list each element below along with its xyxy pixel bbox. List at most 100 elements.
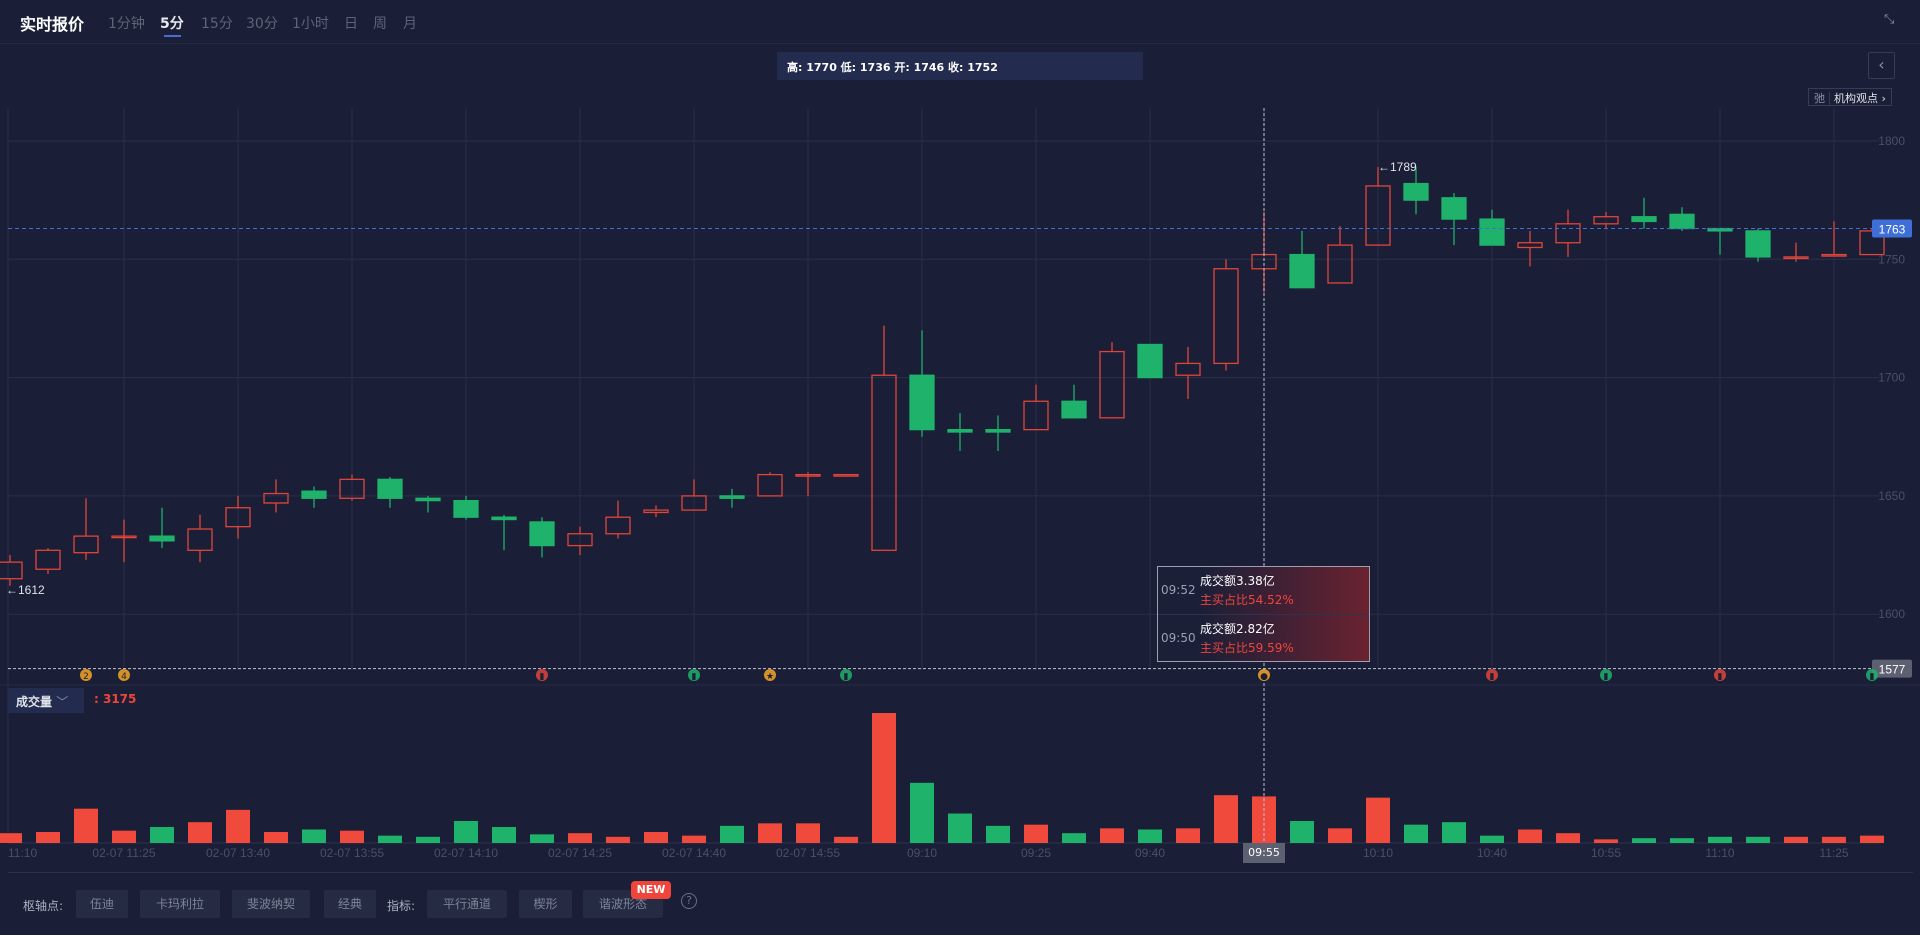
- candle-body: [871, 374, 897, 551]
- candle-body: [377, 478, 403, 499]
- tab-30min[interactable]: 30分: [246, 16, 278, 32]
- x-tick-label: 10:40: [1477, 846, 1507, 860]
- tooltip-row: 09:52 成交额3.38亿 主买占比54.52%: [1158, 567, 1369, 613]
- candle-body: [225, 507, 251, 528]
- green-bars-icon-glyph: ▮: [1870, 672, 1875, 682]
- y-tick-label: 1750: [1878, 252, 1905, 266]
- green-bars-icon-glyph: ▮: [844, 672, 849, 682]
- y-tick-label: 1650: [1878, 489, 1905, 503]
- active-tab-indicator: [164, 35, 181, 37]
- volume-bar: [1632, 838, 1656, 843]
- green-bars-icon: [840, 669, 852, 681]
- volume-bar: [986, 825, 1010, 843]
- x-tick-label: 02-07 14:10: [434, 846, 498, 860]
- volume-bar: [1556, 833, 1580, 843]
- volume-bar: [492, 827, 516, 843]
- volume-bar: [568, 833, 592, 843]
- volume-bar: [340, 830, 364, 843]
- views-label: 机构观点: [1834, 92, 1878, 105]
- pivot-camarilla-button[interactable]: 卡玛利拉: [140, 890, 220, 918]
- candle-body: [1365, 185, 1391, 246]
- x-tick-label: 09:40: [1135, 846, 1165, 860]
- volume-label: 成交量: [16, 695, 53, 709]
- y-tick-label: 1800: [1878, 134, 1905, 148]
- pivot-fibonacci-button[interactable]: 斐波纳契: [232, 890, 310, 918]
- pivot-label: 枢轴点:: [23, 899, 64, 913]
- crosshair-price-label: 1577: [1879, 663, 1906, 677]
- x-tick-label: 09:25: [1021, 846, 1051, 860]
- trade-tooltip: 09:52 成交额3.38亿 主买占比54.52% 09:50 成交额2.82亿…: [1157, 566, 1370, 662]
- tooltip-ratio: 主买占比59.59%: [1200, 641, 1294, 655]
- tab-week[interactable]: 周: [373, 16, 387, 32]
- red-bars-icon-glyph: ▮: [1718, 672, 1723, 682]
- red-bars-icon: [1714, 669, 1726, 681]
- red-bars-icon: [1486, 669, 1498, 681]
- volume-bar: [112, 830, 136, 843]
- x-tick-label: 11:25: [1819, 846, 1848, 860]
- candle-body: [1137, 343, 1163, 379]
- volume-indicator-select[interactable]: 成交量 ﹀: [8, 688, 84, 713]
- candle-body: [301, 490, 327, 499]
- tab-1min[interactable]: 1分钟: [108, 16, 145, 32]
- tooltip-ratio: 主买占比54.52%: [1200, 593, 1294, 607]
- volume-bar: [1176, 828, 1200, 843]
- candle-body: [415, 497, 441, 502]
- candle-body: [909, 374, 935, 431]
- candle-body: [1555, 223, 1581, 244]
- tab-day[interactable]: 日: [344, 16, 358, 32]
- candle-body: [757, 473, 783, 497]
- candle-body: [453, 499, 479, 518]
- candle-body: [1023, 400, 1049, 431]
- pivot-woodie-button[interactable]: 伍迪: [76, 890, 128, 918]
- candle-body: [1441, 197, 1467, 220]
- chevron-right-icon: ›: [1881, 92, 1886, 105]
- volume-bar: [1062, 833, 1086, 843]
- volume-bar: [378, 835, 402, 843]
- candle-body: [111, 535, 137, 539]
- pivot-classic-button[interactable]: 经典: [324, 890, 376, 918]
- x-tick-label: 11:10: [8, 846, 37, 860]
- chevron-left-icon[interactable]: ‹: [1868, 52, 1895, 79]
- tab-month[interactable]: 月: [403, 16, 417, 32]
- volume-bar: [1708, 836, 1732, 843]
- parallel-channel-button[interactable]: 平行通道: [427, 890, 507, 918]
- volume-bar: [0, 833, 22, 843]
- candle-body: [187, 528, 213, 551]
- candle-body: [73, 535, 99, 554]
- volume-bar: [1366, 797, 1390, 843]
- coin-2-icon-glyph: 2: [83, 672, 89, 682]
- chevron-down-icon: ﹀: [56, 695, 69, 709]
- page-title: 实时报价: [20, 15, 85, 34]
- new-badge: NEW: [631, 881, 671, 899]
- volume-bar: [416, 836, 440, 843]
- volume-bar: [1480, 835, 1504, 843]
- volume-bar: [530, 834, 554, 843]
- candle-body: [1517, 242, 1543, 249]
- help-icon[interactable]: ?: [681, 893, 697, 909]
- collapse-arrows-icon[interactable]: ⤡: [1884, 12, 1895, 27]
- candle-body: [529, 521, 555, 547]
- candle-body: [833, 473, 859, 477]
- x-tick-label: 02-07 14:40: [662, 846, 726, 860]
- x-tick-label: 10:10: [1363, 846, 1393, 860]
- x-tick-label: 02-07 13:55: [320, 846, 384, 860]
- green-bars-icon: [1600, 669, 1612, 681]
- volume-bar: [1746, 836, 1770, 843]
- ohlc-info: 高: 1770 低: 1736 开: 1746 收: 1752: [777, 52, 1143, 80]
- volume-bar: [1214, 795, 1238, 843]
- volume-bar: [1518, 829, 1542, 843]
- candle-body: [1745, 230, 1771, 258]
- tab-1hour[interactable]: 1小时: [292, 16, 329, 32]
- candle-body: [1403, 182, 1429, 201]
- coin-4-icon: [118, 669, 130, 681]
- tab-15min[interactable]: 15分: [201, 16, 233, 32]
- wedge-button[interactable]: 楔形: [519, 890, 572, 918]
- candle-body: [491, 516, 517, 521]
- tab-5min[interactable]: 5分: [160, 16, 184, 32]
- institution-views-button[interactable]: 弛机构观点 ›: [1808, 88, 1892, 106]
- volume-bar: [720, 825, 744, 843]
- x-tick-label: 02-07 13:40: [206, 846, 270, 860]
- volume-bar: [36, 831, 60, 843]
- volume-bar: [1404, 824, 1428, 843]
